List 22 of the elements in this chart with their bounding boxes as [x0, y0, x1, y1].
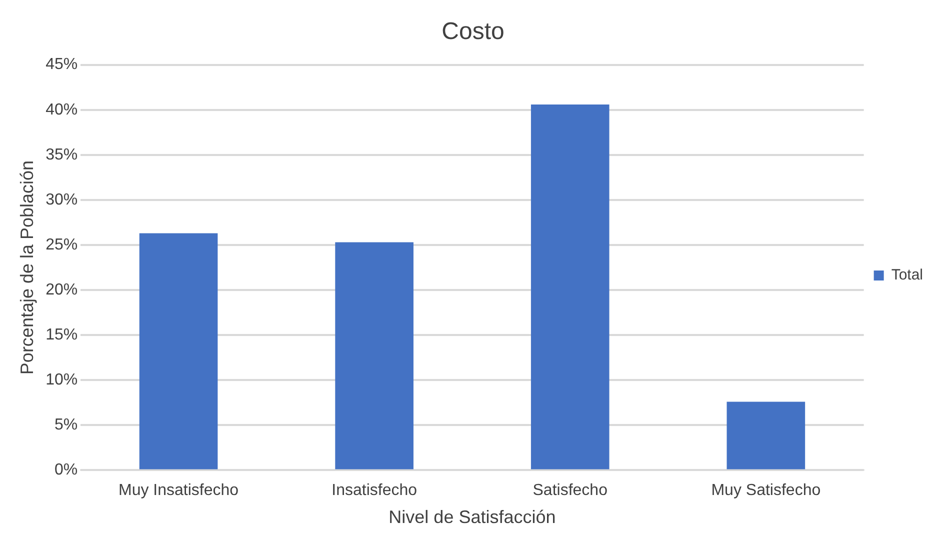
- chart-title: Costo: [442, 18, 504, 46]
- x-tick-label: Muy Satisfecho: [711, 482, 821, 500]
- y-tick-label: 15%: [46, 326, 78, 344]
- y-tick-label: 25%: [46, 236, 78, 254]
- y-tick-label: 35%: [46, 146, 78, 164]
- y-tick-label: 30%: [46, 191, 78, 208]
- x-axis-title: Nivel de Satisfacción: [388, 507, 556, 528]
- y-tick-label: 0%: [54, 462, 78, 479]
- y-tick-label: 40%: [46, 101, 78, 118]
- y-axis-title: Porcentaje de la Población: [16, 160, 37, 375]
- y-tick-label: 45%: [46, 56, 78, 74]
- y-tick-label: 10%: [46, 372, 78, 389]
- x-tick-label: Satisfecho: [532, 482, 608, 500]
- bar: [139, 233, 218, 470]
- y-tick-label: 20%: [46, 281, 78, 298]
- x-tick-label: Insatisfecho: [332, 482, 418, 500]
- x-tick-label: Muy Insatisfecho: [118, 482, 239, 500]
- y-tick-label: 5%: [54, 416, 78, 434]
- bar: [335, 242, 414, 470]
- bar: [530, 104, 610, 470]
- bar: [726, 402, 806, 470]
- legend-label: Total: [891, 266, 924, 284]
